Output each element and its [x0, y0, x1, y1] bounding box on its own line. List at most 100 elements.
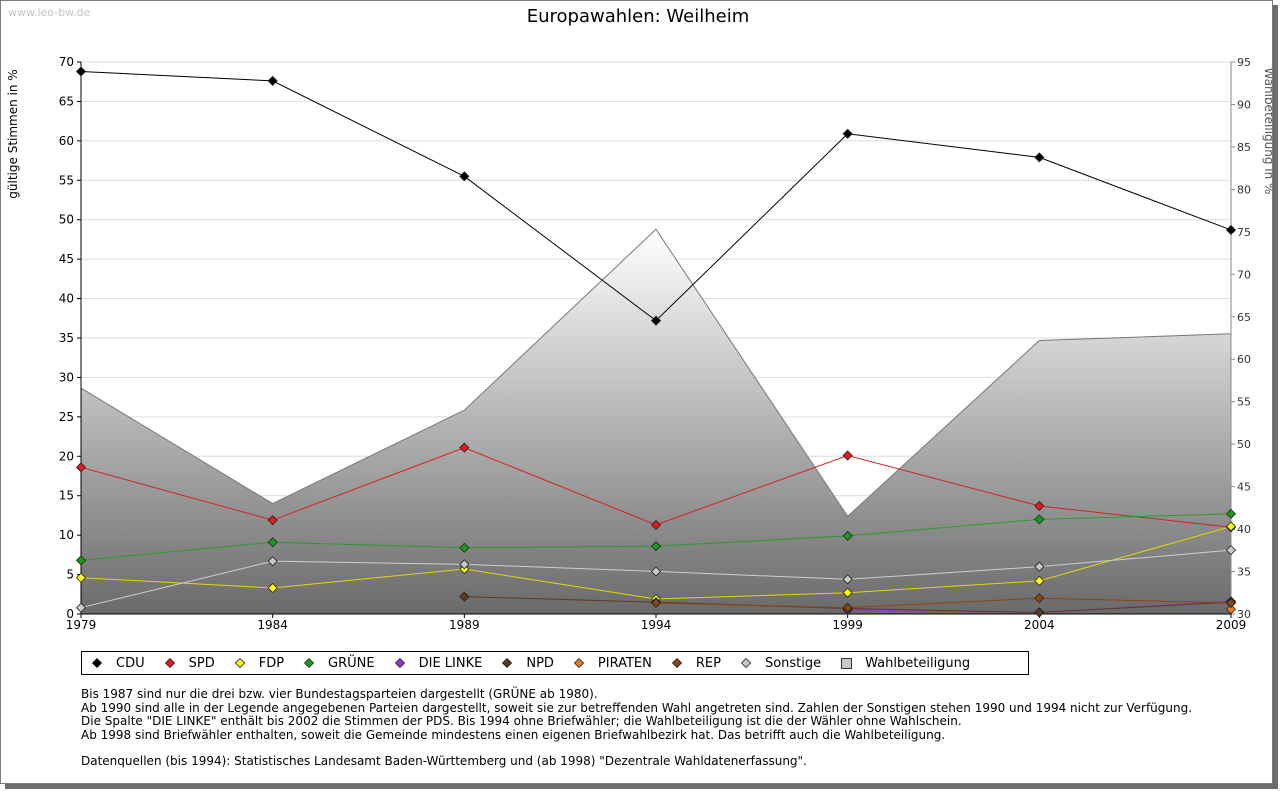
x-tick-label: 2009	[1216, 618, 1247, 632]
data-point-cdu	[650, 315, 662, 326]
y2-tick-label: 75	[1237, 226, 1251, 239]
y2-tick-label: 55	[1237, 396, 1251, 409]
diamond-icon	[234, 658, 245, 668]
data-point-cdu	[459, 171, 470, 182]
data-point-rep	[1225, 597, 1237, 609]
legend-item-wahlbeteiligung: Wahlbeteiligung	[841, 656, 970, 671]
y2-tick-label: 60	[1237, 353, 1251, 366]
legend-label: PIRATEN	[597, 655, 652, 671]
y-tick-label: 15	[59, 489, 74, 503]
y-axis-label: gültige Stimmen in %	[6, 69, 20, 198]
data-point-cdu	[267, 75, 278, 86]
data-point-sonstige	[1034, 561, 1045, 572]
data-point-fdp	[1034, 575, 1045, 586]
data-point-gr-ne	[459, 542, 470, 553]
axes: 0 5 10 15 20 25 30 35 40 45 50 55 60 65 70 30 35 40 45 50 55…	[59, 55, 1251, 632]
diamond-icon	[304, 658, 315, 668]
y2-tick-label: 40	[1237, 523, 1251, 536]
y-tick-label: 60	[59, 134, 74, 148]
diamond-icon	[740, 658, 751, 668]
y-tick-label: 25	[59, 410, 74, 424]
diamond-icon	[502, 658, 513, 668]
legend-item-rep: REP	[671, 655, 721, 671]
y2-tick-label: 85	[1237, 141, 1251, 154]
series-line-rep	[655, 597, 1232, 609]
y-tick-label: 40	[59, 292, 74, 306]
diamond-icon	[573, 658, 584, 668]
y2-axis-label: Wahlbeteiligung in %	[1262, 68, 1272, 195]
legend-label: SPD	[188, 655, 215, 671]
legend-label: FDP	[258, 655, 285, 671]
y-tick-label: 5	[66, 568, 74, 582]
footnote-line: Ab 1998 sind Briefwähler enthalten, sowe…	[81, 727, 946, 742]
legend-item-npd: NPD	[502, 656, 554, 671]
data-point-fdp	[267, 582, 278, 594]
legend-label: CDU	[116, 655, 145, 671]
data-point-fdp	[75, 572, 87, 583]
x-tick-label: 1979	[66, 618, 97, 632]
legend-label: REP	[695, 655, 721, 671]
chart-title: Europawahlen: Weilheim	[527, 6, 750, 27]
footnote-line: Die Spalte "DIE LINKE" enthält bis 2002 …	[81, 714, 962, 728]
chart: 0 5 10 15 20 25 30 35 40 45 50 55 60 65 70 30 35 40 45 50 55…	[6, 6, 1272, 632]
data-point-npd	[459, 591, 470, 602]
y2-tick-label: 35	[1237, 566, 1251, 579]
y-tick-label: 55	[59, 173, 74, 187]
y2-tick-label: 90	[1237, 98, 1251, 111]
y-tick-label: 10	[59, 528, 74, 542]
data-point-spd	[842, 450, 853, 461]
x-tick-label: 2004	[1024, 618, 1055, 632]
legend-label: Wahlbeteiligung	[865, 655, 971, 671]
diamond-icon	[671, 658, 682, 668]
y2-tick-label: 80	[1237, 183, 1251, 196]
data-point-sonstige	[1225, 545, 1237, 556]
data-point-cdu	[75, 66, 87, 77]
x-tick-label: 1984	[257, 618, 288, 632]
data-point-rep	[842, 602, 853, 613]
data-point-rep	[1034, 593, 1045, 604]
data-point-spd	[1034, 500, 1045, 512]
y-tick-label: 45	[59, 252, 74, 266]
data-point-gr-ne	[1225, 508, 1237, 519]
diamond-icon	[164, 658, 175, 668]
y-tick-label: 35	[59, 331, 74, 345]
turnout-area-outline	[80, 228, 1232, 518]
x-tick-label: 1994	[641, 618, 672, 632]
data-point-spd	[267, 515, 278, 526]
y2-tick-label: 45	[1237, 481, 1251, 494]
turnout-area	[81, 229, 1231, 614]
legend-item-die-linke: DIE LINKE	[394, 655, 483, 671]
x-tick-label: 1989	[449, 618, 480, 632]
data-point-gr-ne	[267, 537, 278, 548]
watermark: www.leo-bw.de	[8, 6, 91, 19]
y-tick-label: 65	[59, 94, 74, 108]
footnote-line: Ab 1990 sind alle in der Legende angegeb…	[81, 700, 1193, 715]
data-point-spd	[650, 519, 662, 530]
x-tick-label: 1999	[832, 618, 863, 632]
y2-tick-label: 50	[1237, 438, 1251, 451]
square-icon	[841, 658, 853, 669]
data-point-gr-ne	[842, 530, 853, 541]
data-point-npd	[1034, 607, 1045, 618]
data-point-sonstige	[267, 556, 278, 567]
y2-tick-label: 70	[1237, 268, 1251, 281]
y-tick-label: 20	[59, 449, 74, 463]
legend-item-spd: SPD	[164, 655, 215, 671]
data-point-sonstige	[75, 602, 87, 613]
y-tick-label: 0	[66, 607, 74, 621]
data-point-gr-ne	[1034, 514, 1045, 525]
data-point-spd	[459, 442, 470, 453]
data-point-cdu	[842, 128, 853, 139]
legend-item-sonstige: Sonstige	[740, 656, 821, 671]
data-point-sonstige	[459, 559, 470, 570]
data-point-cdu	[1034, 152, 1045, 163]
data-point-fdp	[842, 587, 853, 598]
y-tick-label: 70	[59, 55, 74, 69]
data-point-sonstige	[650, 566, 662, 577]
turnout-area-layer	[80, 228, 1232, 614]
y2-tick-label: 95	[1237, 56, 1251, 69]
legend-item-fdp: FDP	[234, 655, 285, 671]
legend-label: DIE LINKE	[418, 655, 483, 671]
series-points	[75, 66, 1237, 618]
